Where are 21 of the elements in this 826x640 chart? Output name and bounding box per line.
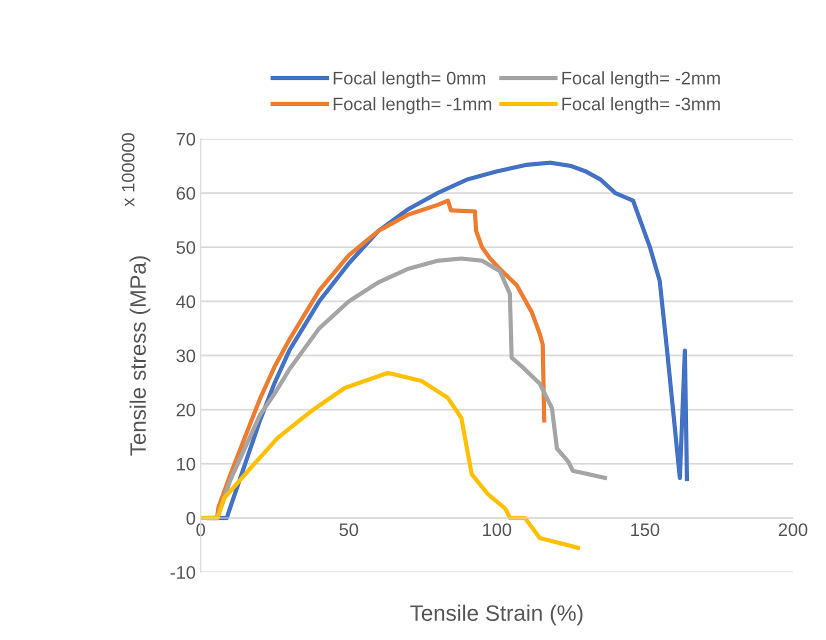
y-tick-label: 60 bbox=[176, 186, 196, 200]
legend-label: Focal length= 0mm bbox=[334, 71, 486, 88]
x-tick-label: 100 bbox=[483, 523, 512, 536]
y-tick-label: 20 bbox=[176, 404, 196, 416]
x-axis-title: Tensile Strain (%) bbox=[410, 604, 583, 626]
y-tick-label: 30 bbox=[176, 349, 196, 362]
y-axis-title: Tensile stress (MPa) bbox=[130, 256, 150, 456]
x-tick-label: 0 bbox=[196, 523, 206, 536]
y-tick-label: 70 bbox=[176, 132, 196, 146]
legend-label: Focal length= -3mm bbox=[562, 97, 720, 114]
x-tick-label: 50 bbox=[339, 523, 358, 536]
y-tick-label: 0 bbox=[186, 512, 196, 525]
y-tick-label: -10 bbox=[170, 566, 196, 579]
y-tick-label: 40 bbox=[176, 295, 196, 308]
legend-label: Focal length= -2mm bbox=[562, 71, 720, 88]
text: x 100000 bbox=[122, 133, 135, 207]
legend-label: Focal length= -1mm bbox=[334, 97, 492, 114]
y-tick-label: 10 bbox=[177, 458, 196, 471]
y-tick-label: 50 bbox=[176, 241, 196, 254]
x-tick-label: 150 bbox=[631, 523, 660, 536]
x-tick-label: 200 bbox=[778, 523, 808, 536]
